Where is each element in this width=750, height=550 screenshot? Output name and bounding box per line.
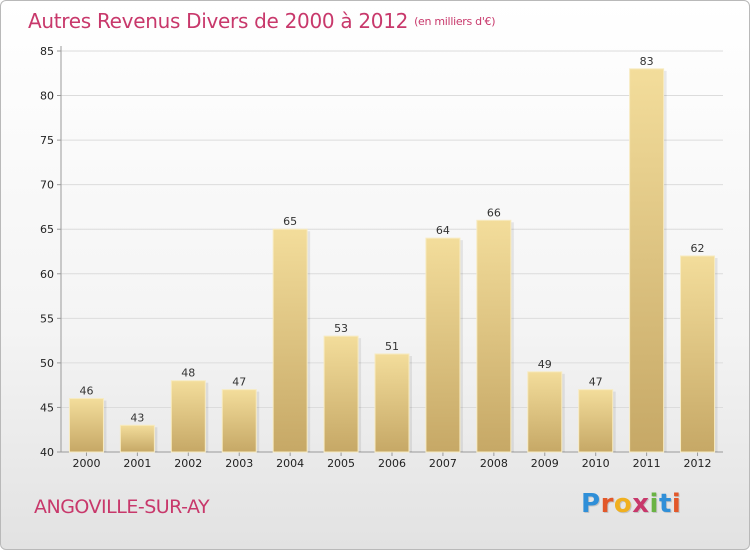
bar-value-label: 62 — [691, 242, 705, 255]
bar-value-label: 43 — [130, 411, 144, 424]
y-tick-label: 65 — [40, 223, 54, 236]
bar — [119, 424, 155, 453]
x-tick-label: 2005 — [327, 457, 355, 470]
y-tick-label: 70 — [40, 179, 54, 192]
bar-value-label: 66 — [487, 206, 501, 219]
bar-value-label: 83 — [640, 55, 654, 68]
bar-value-label: 47 — [589, 376, 603, 389]
logo-letter: i — [649, 489, 659, 519]
chart-subtitle: (en milliers d'€) — [414, 15, 496, 28]
y-tick-label: 85 — [40, 45, 54, 58]
y-tick-label: 45 — [40, 401, 54, 414]
y-tick-label: 40 — [40, 446, 54, 459]
bar — [374, 353, 410, 453]
y-tick-label: 55 — [40, 312, 54, 325]
y-tick-label: 50 — [40, 357, 54, 370]
logo-letter: x — [632, 489, 650, 519]
bar-value-label: 46 — [79, 385, 93, 398]
y-tick-label: 80 — [40, 90, 54, 103]
labels: 40 45 50 55 60 65 70 75 80 85 46 2000 43 2001 48 2002 47… — [40, 45, 712, 470]
x-tick-label: 2000 — [72, 457, 100, 470]
city-name: ANGOVILLE-SUR-AY — [34, 496, 210, 518]
bar-value-label: 48 — [181, 367, 195, 380]
x-tick-label: 2001 — [123, 457, 151, 470]
bar-value-label: 47 — [232, 376, 246, 389]
x-tick-label: 2008 — [480, 457, 508, 470]
x-tick-label: 2003 — [225, 457, 253, 470]
x-tick-label: 2007 — [429, 457, 457, 470]
chart-title-text: Autres Revenus Divers de 2000 à 2012 — [28, 9, 409, 33]
x-tick-label: 2012 — [684, 457, 712, 470]
y-tick-label: 60 — [40, 268, 54, 281]
logo-letter: P — [581, 489, 601, 519]
bar — [425, 237, 461, 453]
bar-value-label: 53 — [334, 322, 348, 335]
chart-title: Autres Revenus Divers de 2000 à 2012 (en … — [28, 9, 496, 33]
x-tick-label: 2006 — [378, 457, 406, 470]
bar-value-label: 51 — [385, 340, 399, 353]
x-tick-label: 2011 — [633, 457, 661, 470]
x-tick-label: 2010 — [582, 457, 610, 470]
bar — [272, 228, 308, 453]
x-tick-label: 2009 — [531, 457, 559, 470]
bar-value-label: 65 — [283, 215, 297, 228]
proxiti-logo: Proxiti — [581, 489, 681, 519]
bar — [680, 255, 716, 453]
logo-letter: i — [671, 489, 682, 519]
bar — [170, 380, 206, 453]
bars — [68, 68, 718, 453]
logo-letter: t — [658, 489, 672, 519]
bar — [323, 335, 359, 453]
bar — [221, 389, 257, 453]
bar — [578, 389, 614, 453]
logo-letter: o — [613, 489, 633, 519]
logo-letter: r — [600, 489, 614, 519]
bar — [476, 219, 512, 453]
bar — [527, 371, 563, 453]
bar — [629, 68, 665, 453]
x-tick-label: 2002 — [174, 457, 202, 470]
x-tick-label: 2004 — [276, 457, 304, 470]
y-tick-label: 75 — [40, 134, 54, 147]
bar-value-label: 64 — [436, 224, 450, 237]
bar — [68, 398, 104, 453]
bar-value-label: 49 — [538, 358, 552, 371]
